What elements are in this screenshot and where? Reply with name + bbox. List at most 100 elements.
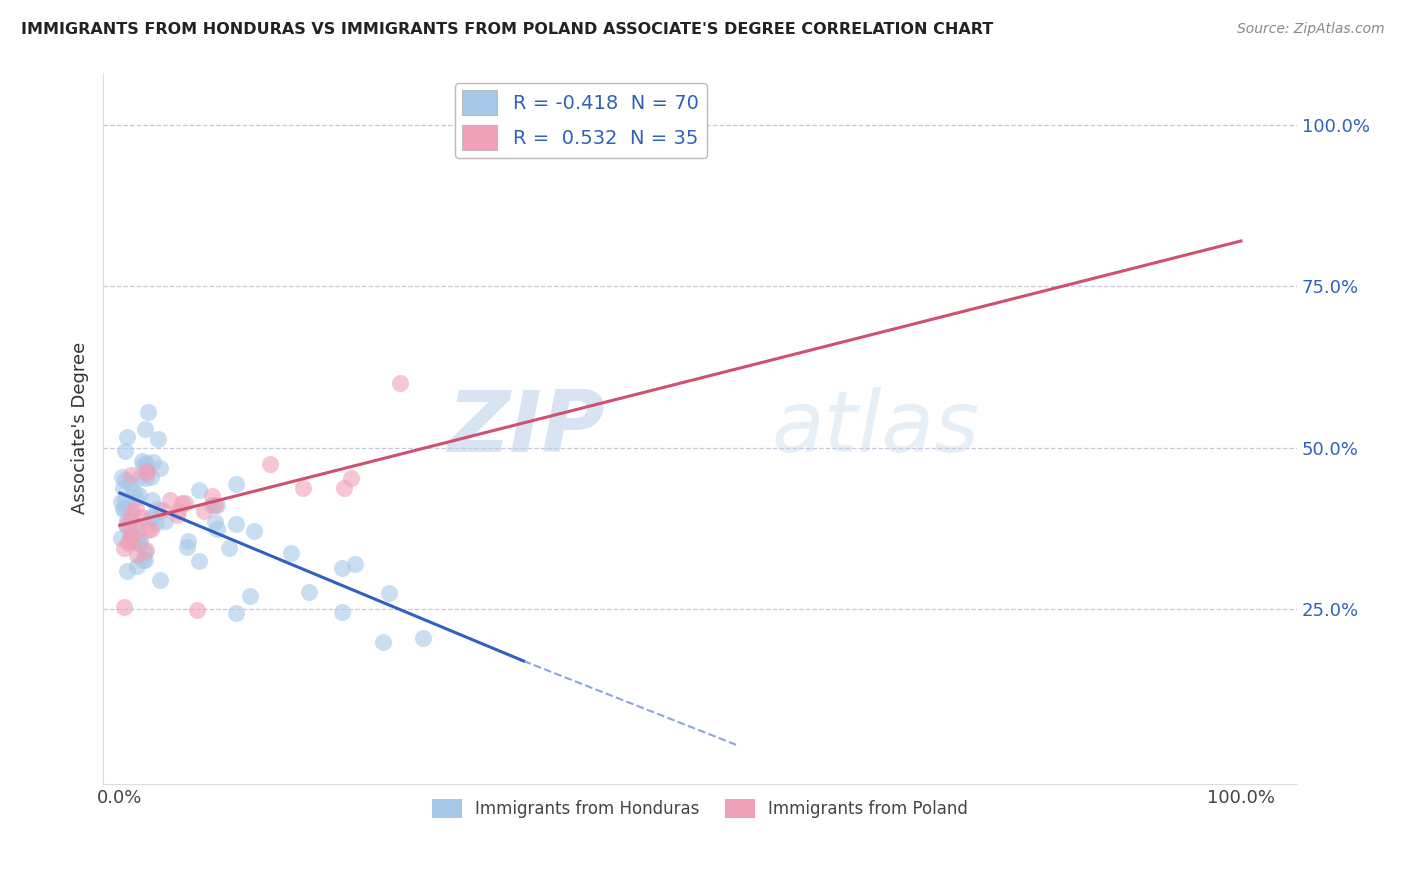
Point bbox=[135, 455, 157, 469]
Point bbox=[167, 504, 190, 518]
Point bbox=[122, 484, 145, 499]
Point bbox=[125, 501, 148, 516]
Point bbox=[153, 515, 176, 529]
Point bbox=[117, 430, 139, 444]
Point bbox=[128, 522, 150, 536]
Point bbox=[205, 498, 228, 512]
Point bbox=[340, 471, 363, 485]
Point bbox=[121, 505, 143, 519]
Point bbox=[117, 536, 139, 550]
Text: ZIP: ZIP bbox=[447, 387, 605, 470]
Point bbox=[135, 460, 157, 475]
Point bbox=[118, 513, 141, 527]
Point bbox=[111, 481, 134, 495]
Point bbox=[225, 516, 247, 531]
Point bbox=[134, 553, 156, 567]
Point bbox=[110, 495, 132, 509]
Point bbox=[128, 471, 150, 485]
Point bbox=[115, 513, 138, 527]
Point bbox=[333, 481, 356, 495]
Point bbox=[134, 544, 156, 558]
Point bbox=[146, 432, 169, 446]
Point bbox=[139, 470, 162, 484]
Point bbox=[193, 504, 215, 518]
Point bbox=[330, 561, 353, 575]
Point bbox=[127, 548, 149, 562]
Point bbox=[131, 454, 153, 468]
Point bbox=[204, 516, 226, 530]
Point bbox=[166, 508, 188, 522]
Point bbox=[114, 473, 136, 487]
Point bbox=[412, 632, 434, 646]
Point bbox=[132, 552, 155, 566]
Point bbox=[112, 599, 135, 614]
Point bbox=[118, 476, 141, 491]
Point bbox=[186, 603, 208, 617]
Point bbox=[344, 557, 367, 571]
Point bbox=[187, 554, 209, 568]
Point bbox=[145, 516, 167, 530]
Point bbox=[136, 405, 159, 419]
Point bbox=[118, 501, 141, 516]
Point bbox=[187, 483, 209, 497]
Point bbox=[389, 376, 412, 390]
Text: atlas: atlas bbox=[772, 387, 980, 470]
Point bbox=[110, 532, 132, 546]
Point bbox=[127, 536, 149, 550]
Point bbox=[125, 491, 148, 506]
Point bbox=[129, 533, 152, 547]
Point bbox=[177, 533, 200, 548]
Point bbox=[129, 537, 152, 551]
Point bbox=[150, 503, 173, 517]
Point bbox=[117, 565, 139, 579]
Point bbox=[120, 529, 142, 543]
Point bbox=[114, 492, 136, 507]
Point bbox=[125, 532, 148, 546]
Point bbox=[149, 573, 172, 587]
Point bbox=[135, 543, 157, 558]
Point bbox=[139, 510, 162, 524]
Point bbox=[146, 502, 169, 516]
Point bbox=[121, 528, 143, 542]
Point bbox=[141, 492, 163, 507]
Point bbox=[204, 498, 226, 512]
Text: Source: ZipAtlas.com: Source: ZipAtlas.com bbox=[1237, 22, 1385, 37]
Point bbox=[115, 518, 138, 533]
Point bbox=[201, 498, 224, 512]
Point bbox=[118, 533, 141, 548]
Y-axis label: Associate's Degree: Associate's Degree bbox=[72, 343, 89, 515]
Point bbox=[239, 589, 262, 603]
Point bbox=[280, 546, 302, 560]
Point bbox=[136, 523, 159, 537]
Point bbox=[225, 607, 247, 621]
Point bbox=[159, 493, 181, 508]
Point bbox=[135, 471, 157, 485]
Point bbox=[135, 465, 157, 479]
Point bbox=[332, 606, 354, 620]
Point bbox=[378, 586, 401, 600]
Point bbox=[124, 518, 146, 533]
Point bbox=[501, 136, 523, 151]
Point bbox=[139, 510, 162, 524]
Point bbox=[139, 522, 162, 536]
Point bbox=[170, 496, 193, 510]
Point bbox=[201, 489, 224, 503]
Text: IMMIGRANTS FROM HONDURAS VS IMMIGRANTS FROM POLAND ASSOCIATE'S DEGREE CORRELATIO: IMMIGRANTS FROM HONDURAS VS IMMIGRANTS F… bbox=[21, 22, 994, 37]
Point bbox=[136, 467, 159, 481]
Point bbox=[120, 520, 142, 534]
Point bbox=[149, 461, 172, 475]
Point bbox=[218, 541, 240, 555]
Point bbox=[127, 559, 149, 574]
Point bbox=[259, 458, 281, 472]
Point bbox=[141, 455, 163, 469]
Point bbox=[112, 541, 135, 555]
Point bbox=[176, 540, 198, 554]
Point bbox=[225, 477, 247, 491]
Point bbox=[134, 422, 156, 436]
Point bbox=[112, 501, 135, 516]
Point bbox=[373, 634, 395, 648]
Point bbox=[114, 443, 136, 458]
Point bbox=[243, 524, 266, 538]
Point bbox=[120, 467, 142, 482]
Point bbox=[122, 533, 145, 547]
